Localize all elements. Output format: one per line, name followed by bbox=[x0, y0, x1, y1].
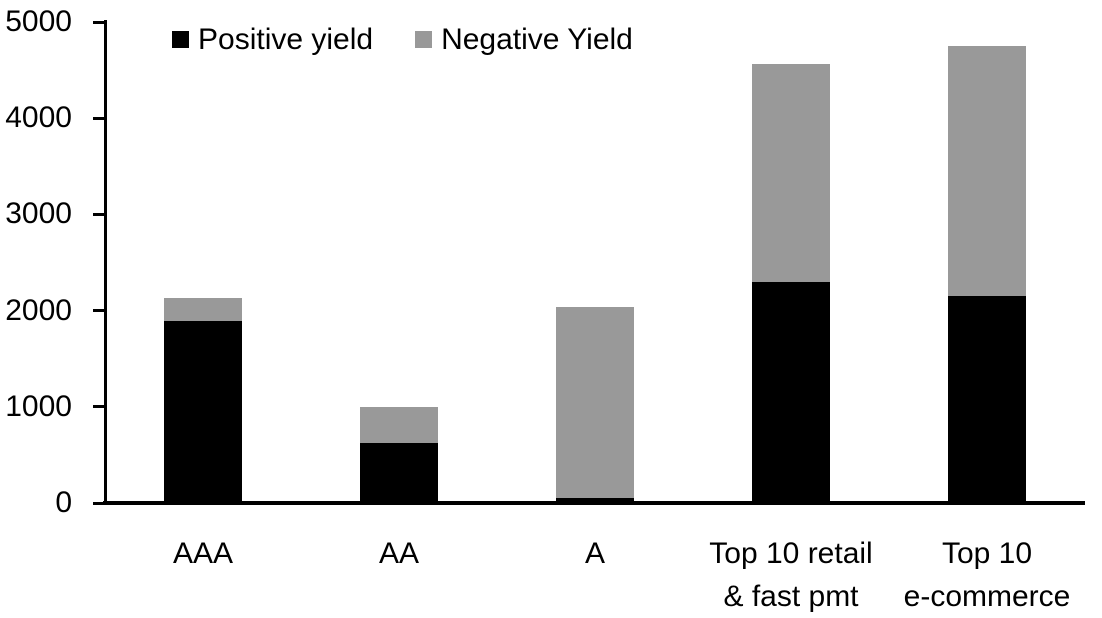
legend-item-negative-yield: Negative Yield bbox=[415, 22, 633, 57]
y-axis-line bbox=[104, 20, 107, 505]
legend-swatch-positive-yield bbox=[172, 31, 189, 48]
y-tick-3000 bbox=[93, 212, 105, 216]
x-category-label-line: Top 10 bbox=[941, 537, 1033, 570]
x-category-label-top-10-retail-fast-pmt: Top 10 retail & fast pmt bbox=[663, 532, 919, 618]
y-tick-label: 3000 bbox=[5, 197, 72, 231]
y-tick-label: 5000 bbox=[5, 5, 72, 38]
bar-top-10-retail-fast-pmt-negative-yield bbox=[752, 64, 830, 282]
legend-item-positive-yield: Positive yield bbox=[172, 22, 373, 57]
bar-top-10-e-commerce-positive-yield bbox=[948, 296, 1026, 503]
x-category-label-aaa: AAA bbox=[75, 532, 331, 575]
x-axis-line bbox=[103, 501, 1085, 505]
y-tick-0 bbox=[93, 501, 105, 505]
x-category-label-line: Top 10 retail bbox=[709, 537, 873, 570]
chart-legend: Positive yield Negative Yield bbox=[172, 22, 633, 57]
x-category-label-line: e-commerce bbox=[903, 580, 1071, 613]
x-category-label-top-10-e-commerce: Top 10 e-commerce bbox=[859, 532, 1102, 618]
x-category-label-line: & fast pmt bbox=[723, 580, 859, 613]
y-tick-label: 1000 bbox=[5, 389, 72, 423]
bar-a-positive-yield bbox=[556, 498, 634, 503]
legend-swatch-negative-yield bbox=[415, 31, 433, 48]
x-category-label-line: AA bbox=[378, 537, 420, 570]
bar-aa-positive-yield bbox=[360, 443, 438, 503]
bar-a-negative-yield bbox=[556, 306, 634, 499]
x-category-label-aa: AA bbox=[271, 532, 527, 575]
x-category-label-line: AAA bbox=[172, 537, 234, 570]
y-tick-4000 bbox=[93, 116, 105, 120]
bar-top-10-e-commerce-negative-yield bbox=[948, 46, 1026, 297]
legend-label: Negative Yield bbox=[441, 23, 633, 56]
y-tick-1000 bbox=[93, 405, 105, 409]
legend-label: Positive yield bbox=[198, 23, 374, 56]
bar-aaa-negative-yield bbox=[164, 298, 242, 322]
bar-top-10-retail-fast-pmt-positive-yield bbox=[752, 281, 830, 503]
y-tick-label: 2000 bbox=[5, 293, 72, 327]
bar-aaa-positive-yield bbox=[164, 321, 242, 503]
y-tick-label: 4000 bbox=[5, 101, 72, 135]
y-tick-2000 bbox=[93, 309, 105, 313]
x-category-label-a: A bbox=[467, 532, 723, 575]
y-tick-label: 0 bbox=[55, 486, 72, 519]
x-category-label-line: A bbox=[584, 537, 605, 570]
y-tick-5000 bbox=[93, 20, 105, 24]
bar-aa-negative-yield bbox=[360, 406, 438, 444]
plot-area bbox=[105, 0, 1085, 503]
